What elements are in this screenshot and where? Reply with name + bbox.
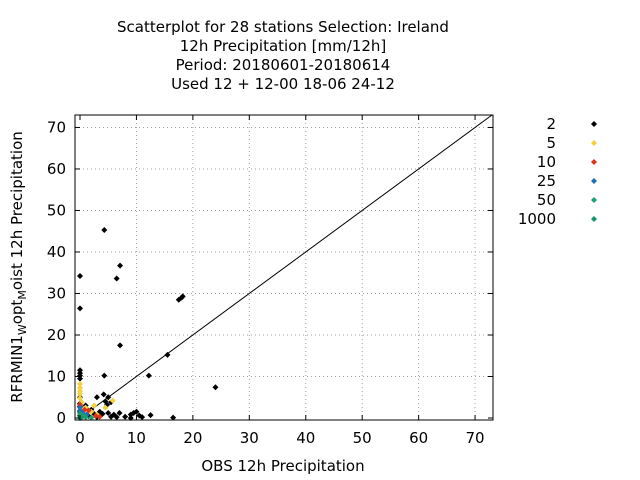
data-point-2 [122,413,129,420]
data-point-2 [133,408,140,415]
data-point-2 [179,293,186,300]
y-tick-label: 40 [47,243,66,261]
data-point-2 [139,414,146,421]
legend-label-50: 50 [537,191,556,209]
data-point-2 [101,372,108,379]
legend-marker-5 [591,140,597,146]
legend-label-1000: 1000 [518,210,556,228]
x-axis-label: OBS 12h Precipitation [201,457,364,475]
data-point-5 [102,404,109,411]
data-point-5 [77,380,83,387]
legend-marker-1000 [591,216,597,222]
data-point-50 [88,414,95,421]
x-tick-label: 60 [409,429,428,447]
diagonal-line [79,114,493,419]
data-point-2 [113,275,120,282]
y-tick-label: 50 [47,201,66,219]
data-point-2 [117,262,124,269]
data-point-2 [147,412,154,419]
x-tick-label: 30 [240,429,259,447]
data-point-5 [77,384,83,391]
x-tick-label: 40 [296,429,315,447]
x-tick-label: 50 [353,429,372,447]
y-tick-label: 10 [47,367,66,385]
y-tick-label: 30 [47,284,66,302]
y-axis-label: RFRMIN1WoptMoist 12h Precipitation [8,131,29,403]
data-point-2 [108,413,115,420]
data-point-10 [92,412,99,419]
data-point-2 [105,410,112,417]
data-point-2 [77,273,83,280]
legend-marker-50 [591,197,597,203]
chart-title: Scatterplot for 28 stations Selection: I… [117,18,449,93]
y-label-tail: oist 12h Precipitation [8,131,26,290]
data-point-2 [212,384,219,391]
data-point-2 [145,372,152,379]
x-tick-label: 70 [466,429,485,447]
y-label-base: RFRMIN1 [8,335,26,403]
plot-frame [74,114,494,421]
data-point-5 [109,397,116,404]
x-tick-label: 10 [127,429,146,447]
axis-ticks: 00 10 10 20 20 30 30 40 40 50 50 60 60 70 70 [47,115,493,447]
x-tick-label: 20 [183,429,202,447]
data-point-5 [77,390,83,397]
title-line-1: Scatterplot for 28 stations Selection: I… [117,18,449,36]
data-point-2 [164,351,171,358]
data-point-2 [93,394,100,401]
data-point-10 [96,413,103,420]
data-point-2 [77,305,83,312]
legend-label-25: 25 [537,172,556,190]
legend-marker-2 [591,121,597,127]
data-point-2 [170,414,177,421]
title-line-4: Used 12 + 12-00 18-06 24-12 [171,75,395,93]
x-tick-label: 0 [75,429,85,447]
legend-label-5: 5 [546,134,556,152]
title-line-3: Period: 20180601-20180614 [176,56,391,74]
data-points [77,226,219,421]
title-line-2: 12h Precipitation [mm/12h] [180,37,386,55]
legend-label-2: 2 [546,115,556,133]
data-point-50 [82,414,89,421]
data-point-2 [101,226,108,233]
data-point-2 [100,391,107,398]
legend-label-10: 10 [537,153,556,171]
grid [75,115,493,420]
y-label-sub-1: W [16,324,29,335]
y-tick-label: 0 [56,409,66,427]
legend-marker-10 [591,159,597,165]
y-label-mid: opt [8,300,26,325]
y-label-sub-2: M [16,290,29,300]
data-point-2 [113,414,120,421]
data-point-2 [117,342,124,349]
data-point-2 [105,394,112,401]
data-point-5 [91,402,98,409]
diagonal-line-group [79,114,493,419]
y-tick-label: 60 [47,160,66,178]
y-tick-label: 70 [47,118,66,136]
data-point-2 [116,410,123,417]
data-point-2 [77,375,83,382]
legend-marker-25 [591,178,597,184]
y-tick-label: 20 [47,326,66,344]
